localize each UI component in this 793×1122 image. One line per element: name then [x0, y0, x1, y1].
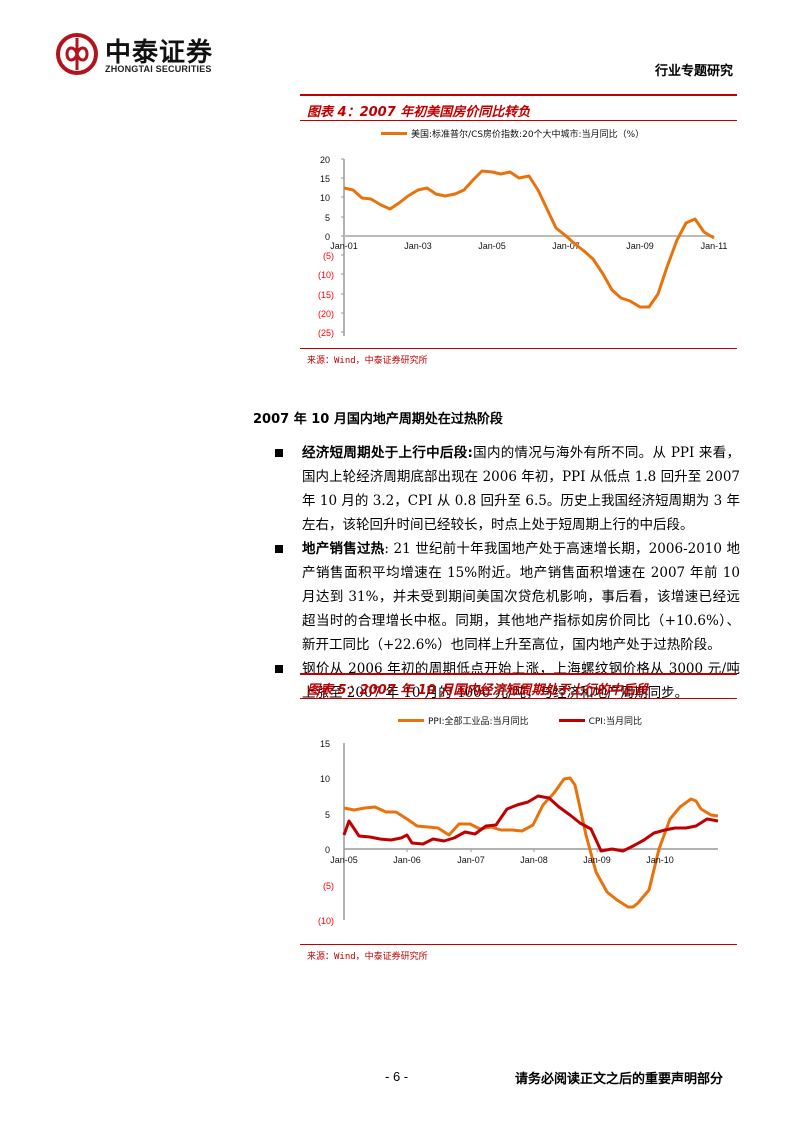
- figure5-chart: 15 10 5 0 (5) (10) Jan-05 Jan-06 Jan-07 …: [318, 739, 719, 926]
- y-tick-labels: 20 15 10 5 0 (5) (10) (15) (20) (25): [318, 155, 334, 338]
- report-type: 行业专题研究: [654, 64, 733, 79]
- svg-text:0: 0: [325, 232, 330, 242]
- svg-text:5: 5: [325, 810, 330, 820]
- square-bullet-icon: [275, 545, 283, 553]
- bullet-lead: 地产销售过热: [302, 541, 385, 557]
- legend-label-ppi: PPI:全部工业品:当月同比: [428, 717, 529, 727]
- svg-text:10: 10: [320, 193, 330, 203]
- square-bullet-icon: [275, 665, 283, 673]
- svg-text:Jan-01: Jan-01: [330, 241, 358, 251]
- svg-text:(15): (15): [318, 290, 334, 300]
- bullet-list: 经济短周期处于上行中后段:国内的情况与海外有所不同。从 PPI 来看，国内上轮经…: [275, 441, 740, 705]
- figure5-top-divider: [300, 673, 737, 675]
- zhongtai-logo-icon: [56, 33, 98, 75]
- bullet-item-economy-cycle: 经济短周期处于上行中后段:国内的情况与海外有所不同。从 PPI 来看，国内上轮经…: [275, 441, 740, 537]
- svg-text:Jan-09: Jan-09: [583, 855, 611, 865]
- x-tick-labels: Jan-01 Jan-03 Jan-05 Jan-07 Jan-09 Jan-1…: [330, 241, 727, 251]
- figure5-legend: PPI:全部工业品:当月同比 CPI:当月同比: [398, 714, 642, 727]
- legend-label-cpi: CPI:当月同比: [588, 717, 642, 727]
- svg-text:Jan-07: Jan-07: [552, 241, 580, 251]
- hpi-line: [343, 169, 715, 309]
- legend-swatch-ppi: [398, 719, 424, 722]
- svg-text:15: 15: [320, 174, 330, 184]
- legend-label-hpi: 美国:标准普尔/CS房价指数:20个大中城市:当月同比（%）: [411, 130, 645, 140]
- svg-text:(25): (25): [318, 328, 334, 338]
- company-logo: 中泰证券 ZHONGTAI SECURITIES: [55, 32, 245, 78]
- svg-text:(5): (5): [323, 881, 334, 891]
- bullet-text: : 21 世纪前十年我国地产处于高速增长期，2006-2010 地产销售面积平均…: [302, 541, 741, 653]
- svg-text:0: 0: [325, 845, 330, 855]
- figure4-title: 图表 4：2007 年初美国房价同比转负: [307, 105, 531, 120]
- legend-swatch-hpi: [381, 132, 407, 135]
- figure4-bottom-divider: [300, 348, 737, 349]
- y-tick-labels: 15 10 5 0 (5) (10): [318, 739, 334, 926]
- cpi-line: [342, 794, 719, 853]
- svg-text:Jan-03: Jan-03: [404, 241, 432, 251]
- svg-text:(10): (10): [318, 916, 334, 926]
- header-divider: [300, 94, 737, 96]
- svg-text:Jan-09: Jan-09: [626, 241, 654, 251]
- svg-text:Jan-07: Jan-07: [457, 855, 485, 865]
- figure4-title-divider: [300, 120, 737, 121]
- svg-text:(10): (10): [318, 270, 334, 280]
- logo-text-cn: 中泰证券: [105, 38, 214, 68]
- figure5-title: 图表 5：2007 年 10 月国内经济短周期处于上行的中后段: [307, 683, 649, 698]
- x-tick-labels: Jan-05 Jan-06 Jan-07 Jan-08 Jan-09 Jan-1…: [330, 855, 674, 865]
- ppi-line: [343, 776, 719, 909]
- svg-text:5: 5: [325, 213, 330, 223]
- svg-text:Jan-05: Jan-05: [330, 855, 358, 865]
- figure4-legend: 美国:标准普尔/CS房价指数:20个大中城市:当月同比（%）: [381, 127, 644, 140]
- svg-text:20: 20: [320, 155, 330, 165]
- figure5-title-divider: [300, 698, 737, 699]
- svg-text:(20): (20): [318, 309, 334, 319]
- disclaimer-note: 请务必阅读正文之后的重要声明部分: [515, 1072, 724, 1087]
- svg-text:Jan-06: Jan-06: [393, 855, 421, 865]
- y-ticks: [341, 158, 344, 333]
- svg-text:15: 15: [320, 739, 330, 749]
- figure4-chart: 20 15 10 5 0 (5) (10) (15) (20) (25) Jan…: [318, 155, 727, 338]
- svg-text:Jan-08: Jan-08: [520, 855, 548, 865]
- svg-text:(5): (5): [323, 251, 334, 261]
- section-title: 2007 年 10 月国内地产周期处在过热阶段: [253, 412, 503, 427]
- bullet-item-property-sales: 地产销售过热: 21 世纪前十年我国地产处于高速增长期，2006-2010 地产…: [275, 537, 740, 657]
- square-bullet-icon: [275, 449, 283, 457]
- svg-text:Jan-10: Jan-10: [646, 855, 674, 865]
- legend-swatch-cpi: [558, 719, 585, 722]
- figure5-bottom-divider: [300, 944, 737, 945]
- svg-text:Jan-05: Jan-05: [478, 241, 506, 251]
- bullet-text: 国内的情况与海外有所不同。从 PPI 来看，国内上轮经济周期底部出现在 2006…: [302, 445, 740, 533]
- svg-text:Jan-11: Jan-11: [701, 241, 728, 251]
- page-number: - 6 -: [385, 1069, 409, 1084]
- figure4-source: 来源：Wind，中泰证券研究所: [307, 356, 428, 366]
- bullet-lead: 经济短周期处于上行中后段:: [302, 445, 473, 461]
- figure5-source: 来源：Wind，中泰证券研究所: [307, 952, 428, 962]
- svg-text:10: 10: [320, 774, 330, 784]
- logo-text-en: ZHONGTAI SECURITIES: [105, 64, 212, 74]
